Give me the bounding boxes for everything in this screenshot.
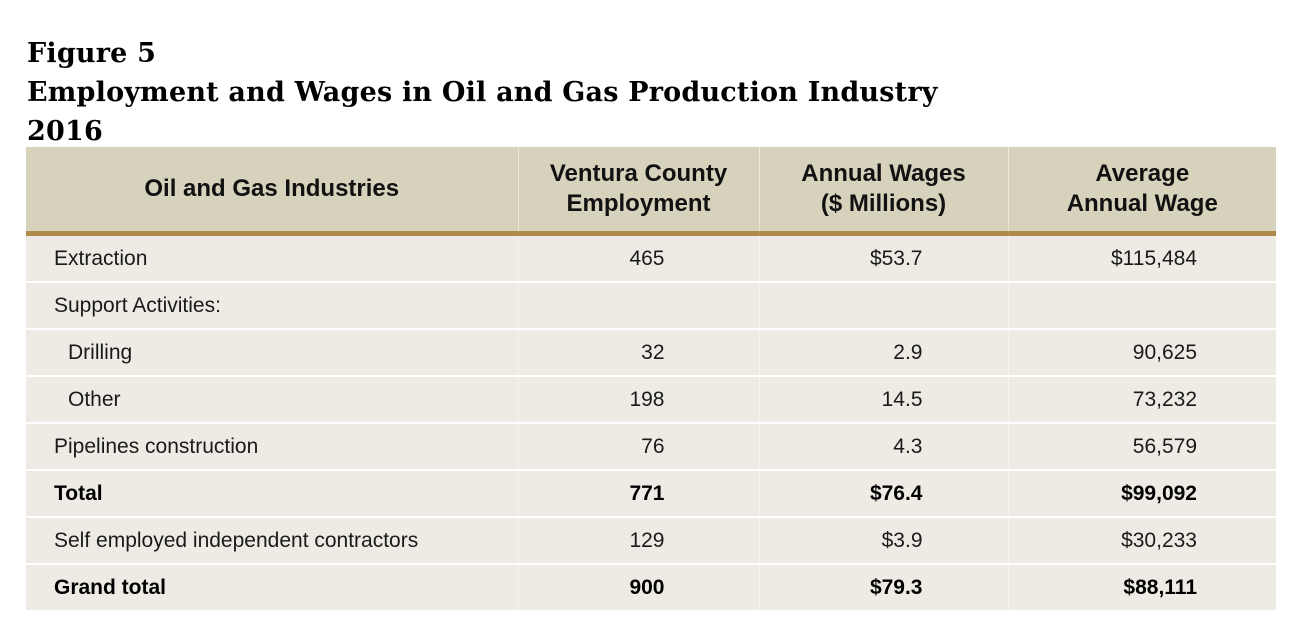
annual-wages-cell: 14.5: [759, 375, 1009, 423]
employment-cell: 198: [518, 375, 760, 423]
table-row: Grand total 900 $79.3 $88,111: [26, 563, 1276, 610]
column-header-average-wage: Average Annual Wage: [1008, 147, 1276, 236]
industry-cell: Grand total: [26, 563, 519, 610]
industry-cell: Total: [26, 469, 519, 517]
employment-cell: 129: [518, 516, 760, 564]
annual-wages-cell: 2.9: [759, 328, 1009, 376]
header-text: Average: [1095, 160, 1190, 187]
header-row: Oil and Gas Industries Ventura County Em…: [26, 147, 1276, 236]
average-wage-cell: 56,579: [1008, 422, 1276, 470]
average-wage-cell: $88,111: [1008, 563, 1276, 610]
annual-wages-cell: 4.3: [759, 422, 1009, 470]
average-wage-cell: $115,484: [1008, 233, 1276, 282]
figure-label: Figure 5: [27, 38, 157, 69]
table-row: Self employed independent contractors 129…: [26, 516, 1276, 564]
annual-wages-cell: $76.4: [759, 469, 1009, 517]
header-text: Annual Wage: [1066, 190, 1218, 217]
header-text: Ventura County: [549, 160, 728, 187]
industry-cell: Self employed independent contractors: [26, 516, 519, 564]
column-header-annual-wages: Annual Wages ($ Millions): [759, 147, 1009, 236]
employment-cell: 771: [518, 469, 760, 517]
employment-cell: [518, 281, 760, 329]
employment-cell: 465: [518, 233, 760, 282]
employment-cell: 32: [518, 328, 760, 376]
average-wage-cell: $30,233: [1008, 516, 1276, 564]
employment-wages-table-container: Oil and Gas Industries Ventura County Em…: [26, 147, 1276, 610]
annual-wages-cell: $53.7: [759, 233, 1009, 282]
industry-cell: Other: [26, 375, 519, 423]
table-row: Other 198 14.5 73,232: [26, 375, 1276, 423]
table-row: Pipelines construction 76 4.3 56,579: [26, 422, 1276, 470]
column-header-industries: Oil and Gas Industries: [26, 147, 519, 236]
industry-cell: Support Activities:: [26, 281, 519, 329]
industry-cell: Extraction: [26, 233, 519, 282]
header-text: Annual Wages: [801, 160, 966, 187]
figure-title: Employment and Wages in Oil and Gas Prod…: [27, 77, 938, 108]
header-text: Oil and Gas Industries: [144, 175, 400, 202]
table-header: Oil and Gas Industries Ventura County Em…: [26, 147, 1276, 236]
header-text: Employment: [566, 190, 711, 217]
average-wage-cell: [1008, 281, 1276, 329]
employment-wages-table: Oil and Gas Industries Ventura County Em…: [26, 147, 1276, 610]
annual-wages-cell: $79.3: [759, 563, 1009, 610]
table-row: Extraction 465 $53.7 $115,484: [26, 233, 1276, 282]
average-wage-cell: 90,625: [1008, 328, 1276, 376]
annual-wages-cell: [759, 281, 1009, 329]
table-row: Drilling 32 2.9 90,625: [26, 328, 1276, 376]
column-header-employment: Ventura County Employment: [518, 147, 760, 236]
annual-wages-cell: $3.9: [759, 516, 1009, 564]
table-row: Support Activities:: [26, 281, 1276, 329]
table-body: Extraction 465 $53.7 $115,484 Support Activi…: [26, 233, 1276, 610]
table-row: Total 771 $76.4 $99,092: [26, 469, 1276, 517]
employment-cell: 900: [518, 563, 760, 610]
average-wage-cell: 73,232: [1008, 375, 1276, 423]
industry-cell: Pipelines construction: [26, 422, 519, 470]
industry-cell: Drilling: [26, 328, 519, 376]
header-text: ($ Millions): [820, 190, 947, 217]
figure-title-block: Figure 5 Employment and Wages in Oil and…: [27, 34, 938, 151]
figure-year: 2016: [27, 116, 103, 147]
average-wage-cell: $99,092: [1008, 469, 1276, 517]
employment-cell: 76: [518, 422, 760, 470]
